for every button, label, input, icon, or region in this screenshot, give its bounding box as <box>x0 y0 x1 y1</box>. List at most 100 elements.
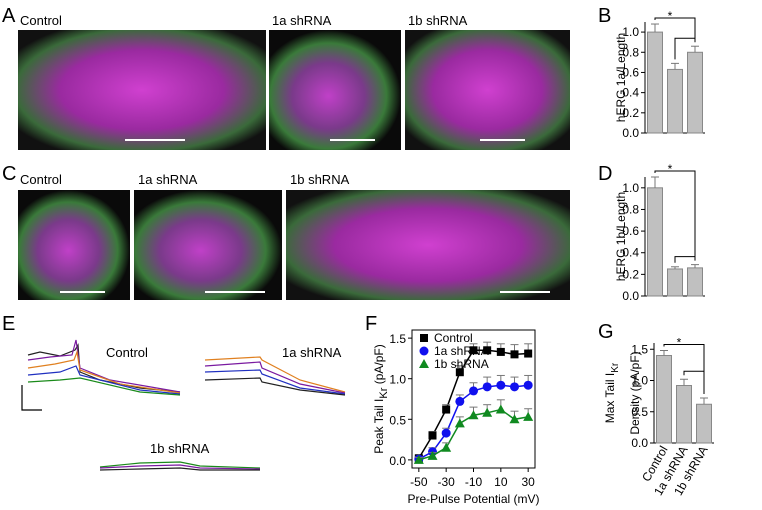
data-point <box>510 350 519 359</box>
legend-marker <box>419 359 429 368</box>
trace-label: Control <box>106 345 148 360</box>
label-part: Density (pA/pF) <box>628 351 642 434</box>
image-label: 1b shRNA <box>290 172 350 187</box>
y-tick-label: 0.5 <box>631 405 648 419</box>
panel-letter: A <box>2 5 16 27</box>
y-tick-label: 1.0 <box>622 25 639 39</box>
bar <box>676 385 692 444</box>
legend-marker <box>419 346 429 356</box>
x-tick-label: 30 <box>521 475 535 489</box>
x-tick-label: -10 <box>465 475 483 489</box>
data-point <box>509 414 520 424</box>
image <box>18 190 130 300</box>
y-tick-label: 1.5 <box>389 332 406 346</box>
panel-letter: D <box>598 163 612 185</box>
bar <box>647 31 663 134</box>
data-point <box>442 405 451 414</box>
bar <box>667 268 683 297</box>
label-part: (pA/pF) <box>372 344 386 387</box>
data-point <box>427 450 438 460</box>
images-a <box>18 30 570 150</box>
y-tick-label: 1.0 <box>622 181 639 195</box>
y-tick-label: 0.5 <box>389 413 406 427</box>
image-label: Control <box>20 13 62 28</box>
x-tick-label: 10 <box>494 475 508 489</box>
data-point <box>454 418 465 428</box>
label-part: Peak Tail I <box>372 399 386 454</box>
image <box>269 30 401 150</box>
data-point <box>496 380 506 390</box>
panel-letter: F <box>365 313 377 335</box>
y-axis-label: Density (pA/pF) <box>628 351 642 434</box>
label-sub: Kr <box>610 362 621 373</box>
label-sub: Kr <box>378 387 390 398</box>
y-tick-label: 0.2 <box>622 267 639 281</box>
data-point <box>469 346 478 355</box>
y-tick-label: 0.0 <box>631 436 648 450</box>
data-point <box>455 368 464 377</box>
y-tick-label: 0.4 <box>622 246 639 260</box>
image-label: 1a shRNA <box>138 172 198 187</box>
data-point <box>469 386 478 396</box>
panel-letter: C <box>2 163 16 185</box>
x-axis-label: Pre-Pulse Potential (mV) <box>407 492 539 506</box>
y-tick-label: 0.8 <box>622 202 639 216</box>
trace-label: 1a shRNA <box>282 345 342 360</box>
data-point <box>496 347 505 356</box>
data-point <box>441 442 452 452</box>
image-label: Control <box>20 172 62 187</box>
image <box>18 30 266 150</box>
y-tick-label: 0.0 <box>622 126 639 140</box>
y-tick-label: 0.0 <box>622 289 639 303</box>
image <box>134 190 282 300</box>
y-tick-label: 1.0 <box>389 373 406 387</box>
y-tick-label: 0.6 <box>622 224 639 238</box>
image <box>286 190 570 300</box>
x-tick-label: -30 <box>437 475 455 489</box>
bar <box>667 68 683 134</box>
significance-star: * <box>668 9 673 23</box>
data-point <box>483 346 492 355</box>
y-tick-label: 0.0 <box>389 454 406 468</box>
significance-bracket <box>663 344 705 394</box>
y-tick-label: 0.4 <box>622 86 639 100</box>
y-tick-label: 0.8 <box>622 45 639 59</box>
data-point <box>523 380 533 390</box>
bar <box>647 187 663 297</box>
bar <box>687 267 703 297</box>
bar <box>656 355 672 444</box>
panel-letter: E <box>2 313 15 335</box>
legend-marker <box>420 334 428 342</box>
legend-label: 1a shRNA <box>434 344 489 358</box>
significance-star: * <box>668 162 673 176</box>
y-axis-label: Peak Tail IKr (pA/pF) <box>372 344 390 454</box>
y-tick-label: 0.6 <box>622 65 639 79</box>
y-tick-label: 1.5 <box>631 342 648 356</box>
data-point <box>428 431 437 440</box>
data-point <box>523 411 534 421</box>
significance-bracket <box>654 17 696 60</box>
image <box>405 30 570 150</box>
bar <box>687 51 703 134</box>
significance-bracket <box>654 170 696 263</box>
y-tick-label: 0.2 <box>622 106 639 120</box>
data-point <box>441 428 451 438</box>
data-point <box>482 407 493 417</box>
legend-label: 1b shRNA <box>434 357 489 371</box>
traces <box>21 339 346 471</box>
significance-star: * <box>677 336 682 350</box>
bar <box>696 403 712 444</box>
x-tick-label: -50 <box>410 475 428 489</box>
panel-letter: B <box>598 5 611 27</box>
panel-letter: G <box>598 321 614 343</box>
image-label: 1a shRNA <box>272 13 332 28</box>
trace-label: 1b shRNA <box>150 441 210 456</box>
y-axis-label: Max Tail IKr <box>603 362 621 423</box>
data-point <box>468 410 479 420</box>
images-c <box>18 190 570 300</box>
data-point <box>510 382 519 392</box>
data-point <box>495 404 506 414</box>
data-point <box>482 382 492 392</box>
data-point <box>524 349 533 358</box>
